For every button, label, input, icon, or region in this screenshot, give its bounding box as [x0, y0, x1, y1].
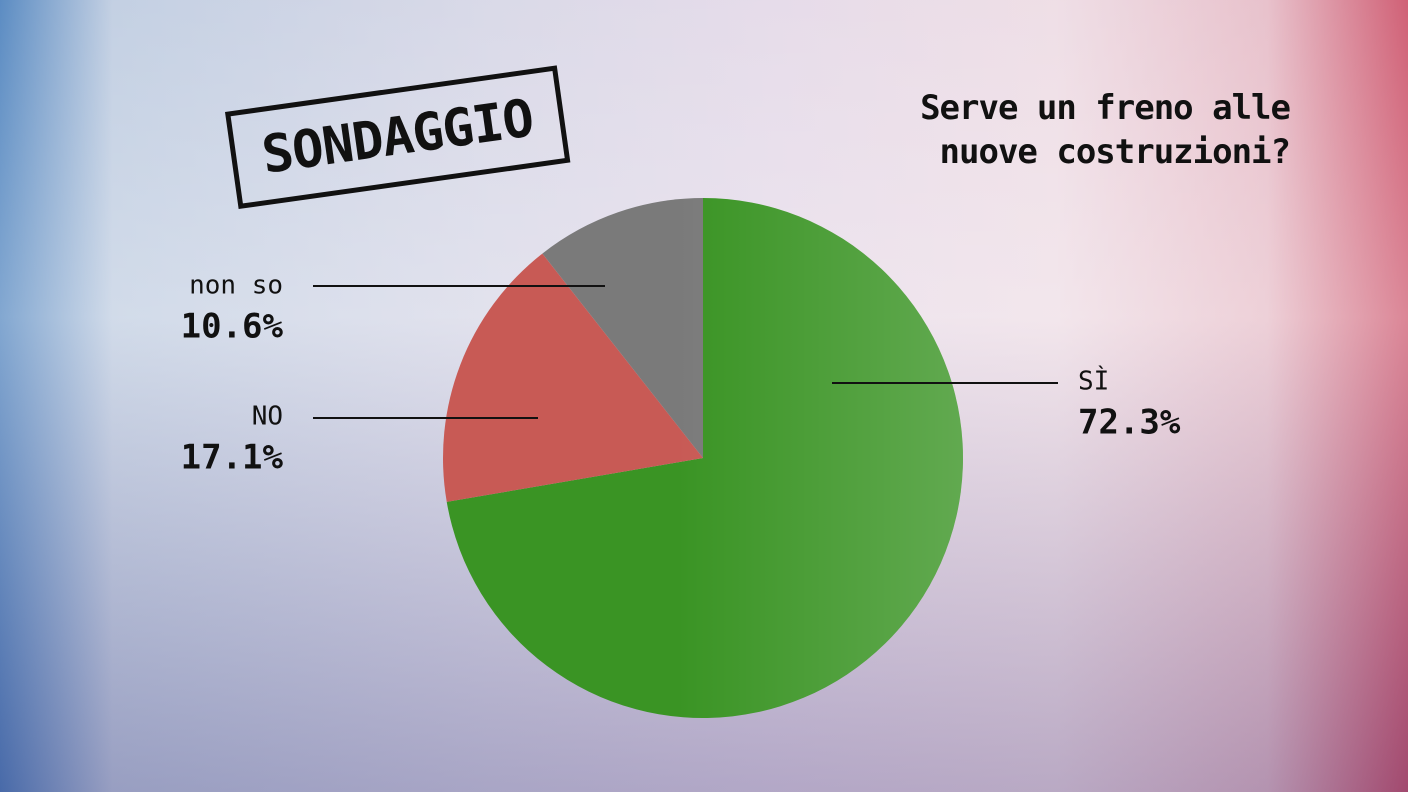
chart-title: Serve un freno alle nuove costruzioni?: [920, 88, 1291, 172]
slice-shade: [443, 198, 963, 718]
value-label: 10.6%: [181, 307, 284, 347]
value-label: 72.3%: [1078, 403, 1181, 443]
category-label: non so: [189, 271, 283, 301]
category-label: SÌ: [1078, 365, 1109, 397]
value-label: 17.1%: [181, 438, 284, 478]
category-label: NO: [252, 402, 283, 432]
